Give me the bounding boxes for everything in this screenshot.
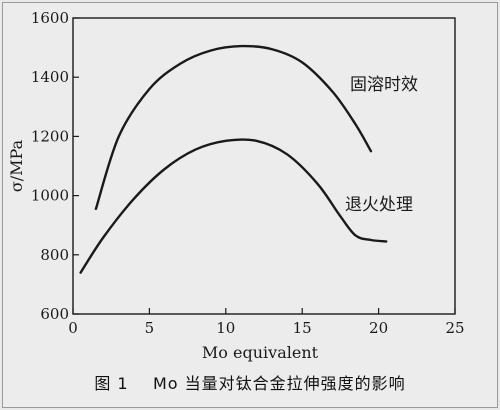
y-tick-label: 1600	[31, 9, 69, 27]
series-line-0	[94, 44, 373, 211]
x-tick-label: 10	[216, 319, 235, 337]
y-tick-label: 800	[40, 246, 69, 264]
series-line-1	[79, 138, 388, 274]
series-label-0: 固溶时效	[350, 75, 418, 95]
figure-caption: 图 1 Mo 当量对钛合金拉伸强度的影响	[0, 370, 500, 394]
chart-series	[79, 44, 388, 274]
y-tick-label: 600	[40, 305, 69, 323]
y-tick-label: 1400	[31, 68, 69, 86]
y-tick-label: 1000	[31, 187, 69, 205]
series-label-1: 退火处理	[345, 195, 413, 215]
chart-ticks: 0 5 10 15 20 25 600 800 1000 1200 1400 1600	[31, 9, 465, 337]
chart-axes	[72, 17, 456, 315]
figure-label: 图 1	[94, 374, 129, 393]
y-tick-label: 1200	[31, 127, 69, 145]
x-tick-label: 25	[445, 319, 464, 337]
x-tick-label: 0	[68, 319, 78, 337]
strength-chart: 0 5 10 15 20 25 600 800 1000 1200 1400 1600 Mo equi…	[7, 9, 465, 362]
x-tick-label: 20	[369, 319, 388, 337]
x-axis-label: Mo equivalent	[202, 343, 319, 362]
figure-caption-text: Mo 当量对钛合金拉伸强度的影响	[152, 374, 406, 393]
x-tick-label: 15	[293, 319, 312, 337]
x-tick-label: 5	[145, 319, 155, 337]
y-axis-label: σ/MPa	[7, 139, 26, 192]
plot-frame	[72, 17, 456, 315]
